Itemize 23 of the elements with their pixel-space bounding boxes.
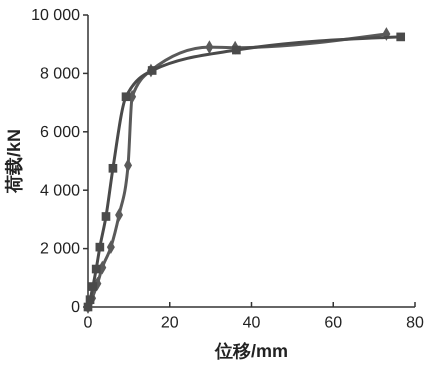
x-tick-label: 60: [324, 314, 342, 332]
point: [148, 66, 157, 75]
point: [86, 295, 94, 304]
point: [108, 164, 118, 173]
point: [232, 46, 241, 54]
x-axis-title: 位移/mm: [214, 341, 288, 361]
y-tick-label: 10 000: [31, 7, 80, 24]
x-tick-label: 20: [160, 314, 179, 332]
point: [102, 212, 110, 221]
y-tick-label: 2 000: [40, 240, 80, 258]
point: [396, 32, 406, 42]
point: [122, 92, 130, 102]
point: [96, 242, 104, 252]
y-tick-label: 8 000: [40, 66, 80, 83]
y-tick-label: 4 000: [40, 182, 80, 200]
point: [92, 264, 101, 274]
x-tick-label: 0: [84, 314, 93, 332]
x-tick-label: 40: [242, 314, 260, 332]
y-tick-label: 0: [71, 299, 80, 316]
point: [88, 282, 98, 291]
x-tick-label: 80: [406, 314, 424, 332]
y-axis-title: 荷载/kN: [4, 128, 24, 194]
y-tick-label: 6 000: [40, 124, 80, 141]
